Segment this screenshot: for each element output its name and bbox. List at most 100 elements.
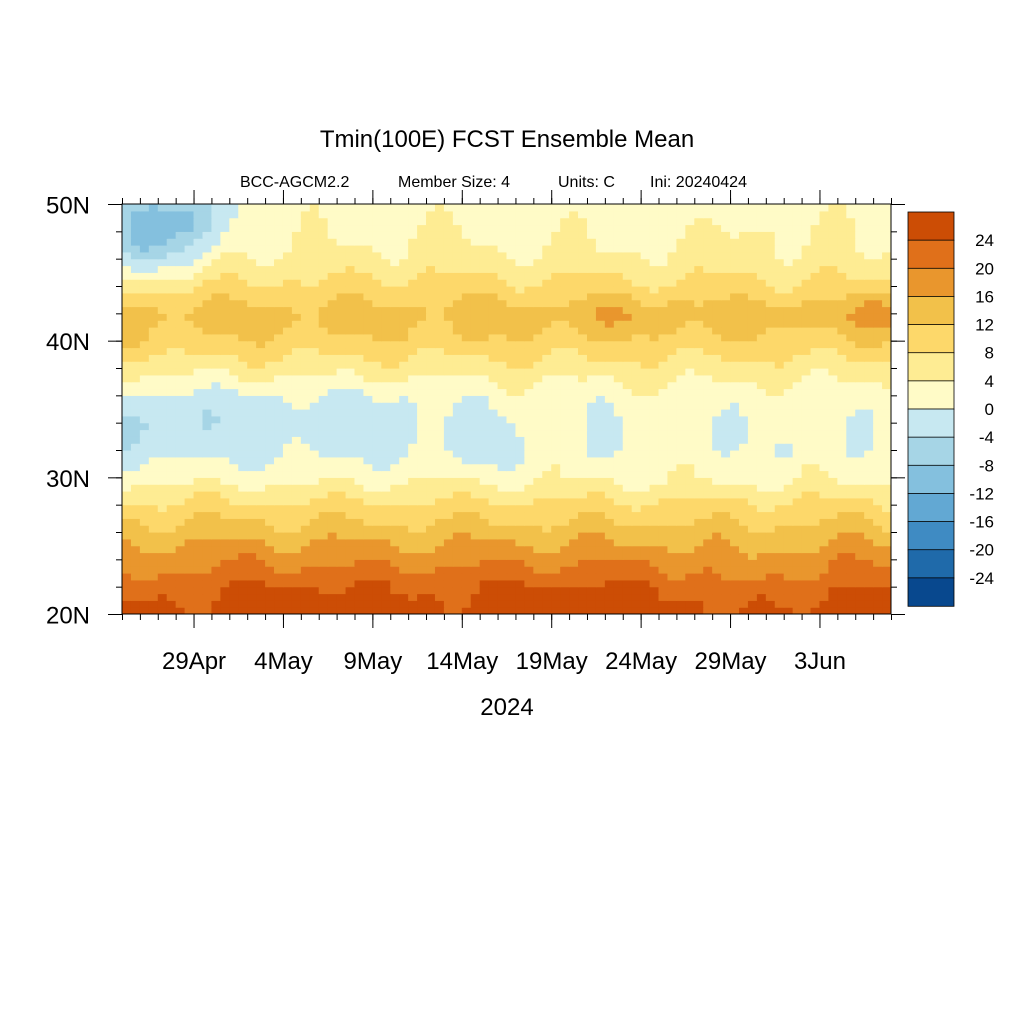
heatmap-cell xyxy=(747,368,758,376)
heatmap-cell xyxy=(300,538,311,547)
heatmap-cell xyxy=(649,559,660,567)
heatmap-cell xyxy=(801,518,812,526)
heatmap-cell xyxy=(354,251,365,260)
heatmap-cell xyxy=(309,251,320,260)
heatmap-cell xyxy=(452,545,463,554)
heatmap-cell xyxy=(756,299,767,308)
heatmap-cell xyxy=(882,272,891,280)
heatmap-cell xyxy=(238,374,248,383)
heatmap-cell xyxy=(533,245,543,253)
heatmap-cell xyxy=(336,607,347,614)
heatmap-cell xyxy=(783,532,794,540)
heatmap-cell xyxy=(622,224,633,232)
heatmap-cell xyxy=(390,258,400,267)
heatmap-cell xyxy=(327,545,338,554)
heatmap-cell xyxy=(381,525,391,533)
heatmap-cell xyxy=(676,279,686,287)
heatmap-cell xyxy=(211,429,221,437)
heatmap-cell xyxy=(586,272,597,280)
heatmap-cell xyxy=(434,497,445,506)
heatmap-cell xyxy=(247,320,257,328)
heatmap-cell xyxy=(130,559,141,567)
heatmap-cell xyxy=(747,566,758,574)
heatmap-cell xyxy=(640,361,651,369)
heatmap-cell xyxy=(488,422,499,431)
heatmap-cell xyxy=(345,545,356,554)
heatmap-cell xyxy=(265,422,275,431)
heatmap-cell xyxy=(846,340,856,349)
heatmap-cell xyxy=(622,436,633,444)
heatmap-cell xyxy=(694,354,704,362)
heatmap-cell xyxy=(318,333,329,342)
heatmap-cell xyxy=(801,450,812,458)
heatmap-cell xyxy=(667,593,677,601)
heatmap-cell xyxy=(649,340,660,349)
heatmap-cell xyxy=(443,381,454,390)
heatmap-cell xyxy=(282,497,293,506)
heatmap-cell xyxy=(148,559,159,567)
heatmap-cell xyxy=(515,409,525,417)
chart-subtitle: BCC-AGCM2.2 Member Size: 4 Units: C Ini:… xyxy=(240,174,747,191)
heatmap-cell xyxy=(694,559,704,567)
heatmap-cell xyxy=(291,511,302,519)
heatmap-cell xyxy=(810,374,821,383)
heatmap-cell xyxy=(685,518,695,526)
heatmap-cell xyxy=(819,429,830,437)
heatmap-cell xyxy=(730,600,740,608)
heatmap-cell xyxy=(345,238,356,246)
heatmap-cell xyxy=(220,340,230,349)
heatmap-cell xyxy=(569,388,579,396)
heatmap-cell xyxy=(443,456,454,465)
heatmap-cell xyxy=(211,361,221,369)
heatmap-cell xyxy=(175,327,186,335)
heatmap-cell xyxy=(873,368,883,376)
heatmap-cell xyxy=(855,340,865,349)
heatmap-cell xyxy=(542,340,552,349)
heatmap-cell xyxy=(426,573,436,581)
heatmap-cell xyxy=(256,217,266,226)
heatmap-cell xyxy=(184,272,195,280)
heatmap-cell xyxy=(560,245,570,253)
heatmap-cell xyxy=(175,497,186,506)
heatmap-cell xyxy=(703,443,713,451)
heatmap-cell xyxy=(256,299,266,308)
heatmap-cell xyxy=(569,258,579,267)
heatmap-cell xyxy=(417,409,427,417)
heatmap-cell xyxy=(855,463,865,472)
heatmap-cell xyxy=(274,333,284,342)
heatmap-cell xyxy=(300,491,311,499)
heatmap-cell xyxy=(595,286,606,294)
heatmap-cell xyxy=(327,286,338,294)
heatmap-cell xyxy=(470,463,481,472)
heatmap-cell xyxy=(390,265,400,273)
heatmap-cell xyxy=(363,456,373,465)
heatmap-cell xyxy=(122,347,132,355)
heatmap-cell xyxy=(658,286,669,294)
heatmap-cell xyxy=(452,251,463,260)
heatmap-cell xyxy=(738,361,749,369)
heatmap-cell xyxy=(148,340,159,349)
heatmap-cell xyxy=(434,320,445,328)
heatmap-cell xyxy=(354,381,365,390)
heatmap-cell xyxy=(309,395,320,403)
heatmap-cell xyxy=(148,409,159,417)
heatmap-cell xyxy=(828,450,838,458)
heatmap-cell xyxy=(828,238,838,246)
heatmap-cell xyxy=(595,538,606,547)
heatmap-cell xyxy=(846,347,856,355)
heatmap-cell xyxy=(399,436,409,444)
heatmap-cell xyxy=(524,238,534,246)
heatmap-cell xyxy=(524,415,534,424)
heatmap-cell xyxy=(801,245,812,253)
heatmap-cell xyxy=(658,368,669,376)
heatmap-cell xyxy=(354,429,365,437)
heatmap-cell xyxy=(864,450,874,458)
heatmap-cell xyxy=(774,381,785,390)
heatmap-cell xyxy=(426,306,436,314)
heatmap-cell xyxy=(864,422,874,431)
heatmap-cell xyxy=(309,347,320,355)
heatmap-cell xyxy=(506,409,517,417)
heatmap-cell xyxy=(461,518,472,526)
heatmap-cell xyxy=(417,443,427,451)
heatmap-cell xyxy=(765,409,776,417)
